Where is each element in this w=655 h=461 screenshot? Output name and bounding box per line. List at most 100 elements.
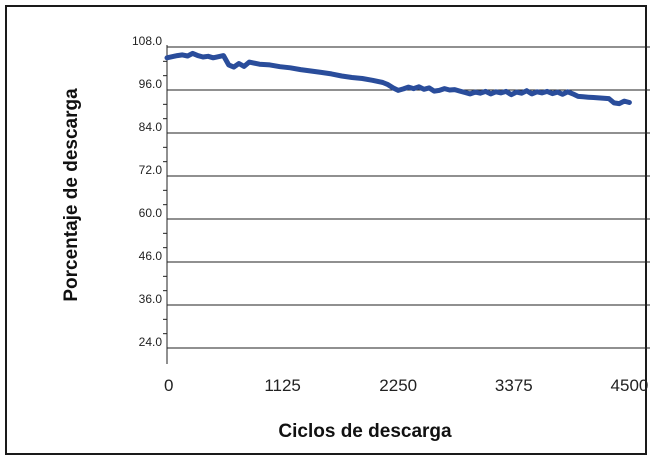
data-point — [350, 76, 354, 79]
data-point — [258, 62, 261, 66]
data-point — [417, 85, 421, 89]
data-point — [581, 95, 585, 99]
data-point — [602, 96, 606, 100]
data-point — [381, 81, 385, 84]
data-point — [412, 87, 416, 91]
data-point — [509, 93, 513, 97]
data-point — [432, 89, 436, 93]
data-point — [550, 92, 554, 96]
data-point — [458, 89, 462, 93]
data-point — [545, 89, 549, 93]
chart-frame — [5, 5, 647, 455]
data-point — [617, 102, 621, 106]
data-point — [489, 92, 493, 96]
axes — [163, 45, 168, 364]
data-point — [576, 94, 580, 98]
y-tick-label: 60.0 — [139, 206, 163, 220]
data-point — [437, 88, 441, 92]
x-tick-label: 3375 — [495, 376, 533, 395]
data-point — [504, 89, 508, 93]
data-point — [453, 88, 457, 92]
y-tick-label: 46.0 — [139, 249, 163, 263]
data-point — [191, 51, 195, 55]
data-point — [607, 97, 611, 101]
data-point — [484, 89, 488, 93]
data-point — [473, 90, 477, 94]
data-point — [222, 54, 225, 58]
x-axis-title: Ciclos de descarga — [278, 421, 452, 442]
x-tick-label: 0 — [164, 376, 173, 395]
data-point — [494, 90, 498, 94]
data-point — [371, 78, 374, 82]
data-point — [520, 91, 523, 95]
data-point — [443, 87, 446, 91]
data-point — [427, 86, 431, 90]
gridlines — [167, 46, 650, 349]
series-group — [164, 50, 632, 107]
data-point — [227, 63, 231, 67]
data-point — [535, 90, 539, 94]
data-point — [401, 87, 405, 91]
data-point — [309, 69, 313, 73]
data-point — [586, 95, 590, 99]
x-tick-label: 4500 — [611, 376, 649, 395]
data-point — [530, 92, 534, 96]
data-point — [422, 87, 426, 91]
data-point — [170, 55, 174, 59]
y-tick-label: 24.0 — [139, 335, 163, 349]
data-point — [242, 64, 246, 68]
data-point — [612, 101, 616, 105]
data-point — [386, 83, 390, 87]
data-point — [216, 55, 220, 59]
data-point — [186, 54, 190, 58]
data-point — [237, 62, 241, 65]
data-point — [340, 74, 344, 78]
data-point — [592, 96, 595, 99]
data-point — [468, 92, 472, 96]
data-point — [360, 77, 364, 80]
data-point — [165, 56, 169, 60]
data-point — [299, 68, 303, 72]
data-point — [571, 92, 575, 96]
data-point — [499, 91, 503, 95]
data-point — [211, 56, 215, 60]
data-point — [396, 88, 400, 92]
data-point — [561, 92, 565, 96]
data-point — [556, 90, 559, 94]
y-axis-title: Porcentaje de descarga — [61, 88, 82, 302]
data-point — [329, 72, 333, 76]
data-point — [180, 53, 184, 57]
data-point — [391, 86, 395, 90]
y-tick-label: 108.0 — [132, 34, 162, 48]
data-point — [540, 91, 544, 95]
data-point — [175, 54, 179, 58]
data-point — [627, 101, 631, 104]
data-point — [622, 99, 626, 103]
y-tick-labels: 24.0 36.0 46.0 60.0 72.0 84.0 96.0 108.0 — [132, 34, 162, 349]
data-point — [525, 89, 529, 93]
data-point — [201, 55, 205, 59]
y-tick-label: 96.0 — [139, 77, 163, 91]
data-point — [232, 65, 236, 69]
data-point — [247, 60, 251, 64]
data-point — [278, 65, 282, 69]
data-point — [288, 66, 292, 70]
data-point — [566, 90, 570, 94]
data-point — [478, 91, 482, 95]
data-point — [206, 54, 210, 58]
y-tick-label: 36.0 — [139, 292, 163, 306]
data-point — [407, 85, 410, 89]
data-point — [514, 90, 518, 94]
series-line — [164, 50, 632, 107]
data-point — [196, 54, 200, 58]
data-point — [463, 91, 467, 94]
y-tick-label: 72.0 — [139, 163, 163, 177]
data-point — [319, 70, 323, 74]
data-point — [448, 88, 452, 92]
data-point — [268, 63, 272, 67]
y-tick-label: 84.0 — [139, 120, 163, 134]
x-tick-label: 1125 — [264, 376, 301, 395]
x-tick-label: 2250 — [379, 376, 417, 395]
x-tick-labels: 0 1125 2250 3375 4500 — [164, 376, 648, 395]
